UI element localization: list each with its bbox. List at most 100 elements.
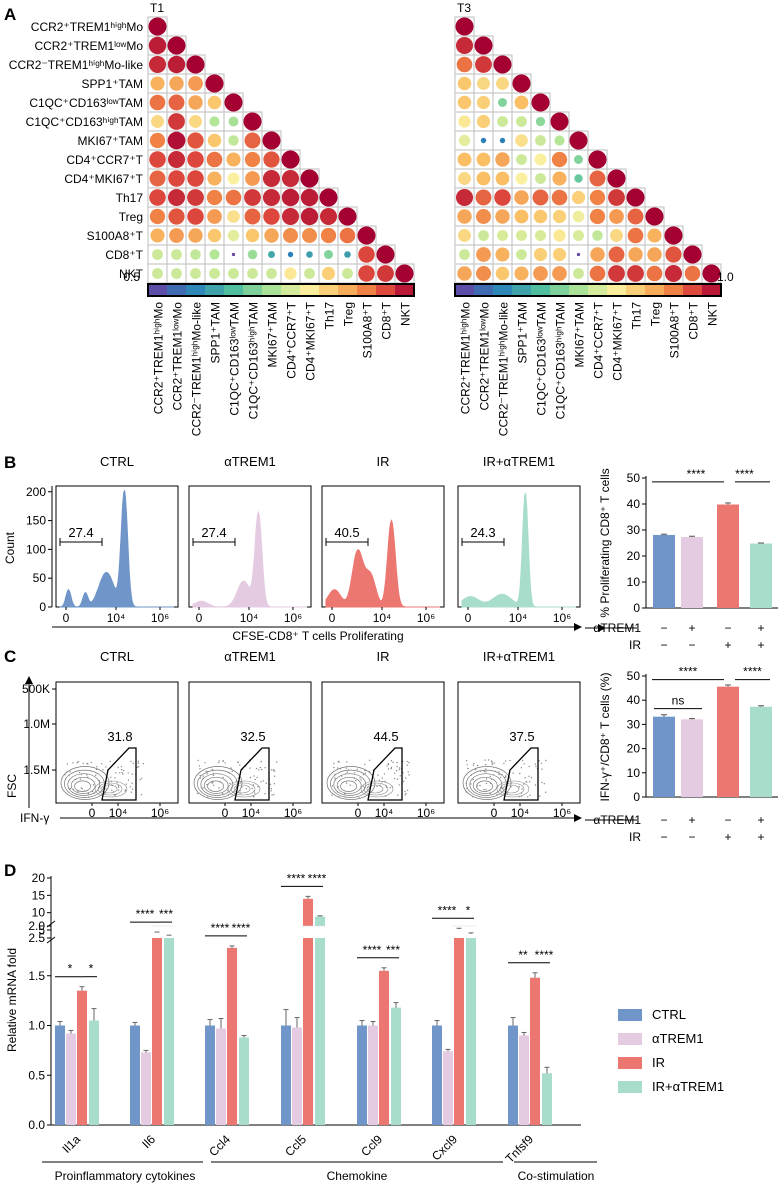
heatmap-dot (608, 246, 625, 263)
flow-group-title: CTRL (100, 649, 134, 664)
flow-event (358, 797, 360, 799)
heatmap-dot (535, 116, 546, 127)
contour-ring (363, 782, 389, 796)
colorbar-segment (550, 284, 569, 296)
flow-event (256, 776, 258, 779)
heatmap-dot (168, 94, 185, 111)
mrna-bar (303, 898, 313, 1125)
flow-event (117, 789, 120, 791)
heatmap-dot (171, 268, 182, 279)
heatmap-dot (376, 245, 395, 264)
heatmap-dot (224, 93, 243, 112)
flow-event (386, 765, 388, 767)
flow-event (76, 762, 79, 764)
flow-x-tick-label: 10⁴ (375, 806, 394, 820)
heatmap-row-label: C1QC⁺CD163ˡᵒʷTAM (29, 96, 143, 110)
heatmap-dot (574, 174, 583, 183)
heatmap-dot (287, 251, 294, 258)
flow-event (527, 796, 529, 798)
heatmap-dot (167, 131, 186, 150)
flow-event (337, 767, 339, 769)
flow-event (131, 782, 133, 784)
heatmap-row-label: S100A8⁺T (87, 229, 144, 243)
flow-event (260, 781, 262, 783)
heatmap-dot (552, 247, 567, 262)
heatmap-dot (190, 249, 201, 260)
flow-event (529, 794, 531, 797)
flow-event (196, 792, 199, 795)
mrna-bar (466, 933, 476, 1125)
flow-event (349, 784, 351, 786)
heatmap-dot (207, 133, 222, 148)
flow-event (344, 773, 347, 775)
heatmap-dot (533, 209, 548, 224)
heatmap-dot (247, 249, 258, 260)
flow-event (512, 772, 514, 774)
colorbar-segment (455, 284, 474, 296)
heatmap-dot (187, 151, 204, 168)
heatmap-dot (281, 169, 300, 188)
colorbar-segment (588, 284, 607, 296)
hist-x-tick-label: 10⁶ (417, 611, 435, 625)
flow-x-tick-label: 10⁴ (109, 806, 128, 820)
heatmap-dot (149, 170, 166, 187)
heatmap-column-label: Th17 (630, 302, 644, 330)
heatmap-dot (148, 17, 167, 36)
mrna-y-tick-label: 2.0 (28, 919, 45, 933)
heatmap-dot (149, 94, 166, 111)
flow-event (108, 784, 110, 786)
flow-event (77, 791, 79, 793)
heatmap-dot (186, 55, 205, 74)
flow-event (211, 782, 213, 784)
fsc-axis-arrow-head (25, 676, 33, 684)
flow-event (521, 759, 524, 762)
heatmap-dot (283, 228, 298, 243)
legend-label: IR (652, 1055, 665, 1070)
flow-event (75, 778, 77, 781)
significance-label: **** (438, 903, 457, 917)
significance-label: **** (535, 948, 554, 962)
flow-x-tick-label: 10⁶ (284, 806, 302, 820)
heatmap-column-label: C1QC⁺CD163ˡᵒʷTAM (228, 302, 242, 416)
flow-event (476, 764, 479, 767)
flow-event (269, 783, 272, 785)
legend-swatch (618, 1057, 642, 1069)
flow-event (391, 786, 393, 788)
flow-event (227, 790, 229, 792)
colorbar-segment (186, 284, 205, 296)
colorbar-segment (531, 284, 550, 296)
colorbar-segment (319, 284, 338, 296)
heatmap-dot (152, 249, 163, 260)
significance-label: **** (211, 921, 230, 935)
flow-event (534, 784, 537, 786)
flow-event (467, 767, 469, 770)
flow-event (254, 778, 256, 781)
significance-label: ns (672, 694, 685, 708)
heatmap-dot (209, 116, 220, 127)
flow-event (241, 786, 243, 788)
heatmap-dot (149, 151, 166, 168)
flow-event (93, 792, 96, 794)
contour-ring (499, 782, 525, 796)
flow-event (99, 786, 101, 788)
flow-event (122, 773, 124, 775)
mrna-y-tick-label: 2.5 (28, 931, 45, 945)
heatmap-row-label: C1QC⁺CD163ʰⁱᵍʰTAM (26, 115, 143, 129)
flow-event (112, 791, 115, 793)
ifng-gate (101, 747, 137, 801)
condition-label: IR (629, 638, 641, 652)
heatmap-dot (495, 171, 510, 186)
flow-frame (457, 681, 581, 804)
flow-event (334, 777, 336, 779)
flow-event (538, 760, 540, 762)
hist-y-tick-label: 50 (33, 571, 47, 585)
flow-event (472, 779, 474, 781)
gate-value: 32.5 (240, 729, 265, 744)
heatmap-dot (516, 249, 527, 260)
colorbar-segment (607, 284, 626, 296)
heatmap-dot (478, 230, 489, 241)
flow-event (82, 762, 85, 765)
heatmap-dot (395, 264, 414, 283)
heatmap-dot (647, 247, 662, 262)
condition-arrow-head (598, 624, 606, 632)
